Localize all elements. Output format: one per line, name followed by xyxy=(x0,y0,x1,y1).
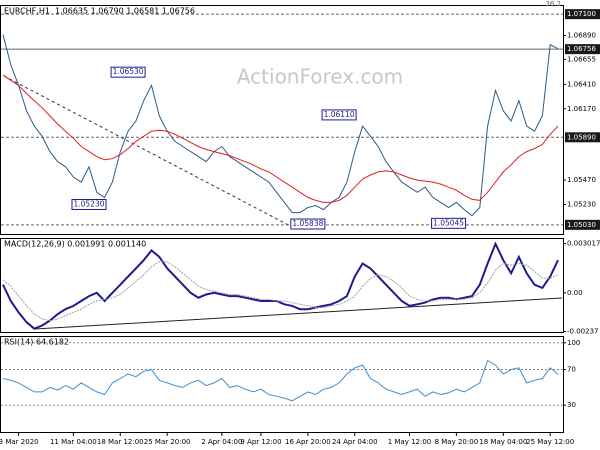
y-tick-label: 30 xyxy=(567,401,576,409)
series-line xyxy=(2,34,559,217)
x-tick-label: 11 Mar 04:00 xyxy=(50,438,97,446)
macd-trend-line xyxy=(34,297,563,330)
x-tick-label: 1 May 12:00 xyxy=(388,438,432,446)
x-tick-label: 2 Apr 04:00 xyxy=(201,438,242,446)
annotation-box xyxy=(290,218,326,230)
annotation-label: 1.05230 xyxy=(73,199,104,208)
annotation-box xyxy=(431,217,467,229)
level-label: 1.06756 xyxy=(567,45,596,53)
y-tick-label: 1.05230 xyxy=(567,200,596,208)
y-tick-label: 1.06655 xyxy=(567,55,596,63)
x-tick-label: 16 Apr 20:00 xyxy=(285,438,331,446)
level-label: 1.05890 xyxy=(567,133,596,141)
macd-title: MACD(12,26,9) 0.001991 0.001140 xyxy=(4,240,146,249)
x-tick-label: 18 May 04:00 xyxy=(479,438,527,446)
series-line xyxy=(2,261,559,322)
rsi-panel xyxy=(0,336,564,433)
y-tick-label: 70 xyxy=(567,366,576,374)
annotation-label: 1.05838 xyxy=(292,219,323,228)
y-tick-label: 100 xyxy=(567,339,580,347)
rsi-title: RSI(14) 64.6182 xyxy=(4,338,69,347)
y-tick-label: 1.06890 xyxy=(567,32,596,40)
x-tick-label: 8 May 20:00 xyxy=(435,438,479,446)
series-line xyxy=(2,74,559,203)
chart-title: EURCHF,H1 1.06635 1.06790 1.06581 1.0675… xyxy=(4,7,195,16)
corner-note: 36.2 xyxy=(545,0,561,8)
macd-panel xyxy=(0,238,564,333)
annotation-label: 1.06530 xyxy=(113,67,144,76)
annotation-box xyxy=(110,66,146,78)
y-tick-label: 0.00 xyxy=(567,289,583,297)
x-tick-label: 25 May 12:00 xyxy=(526,438,574,446)
price-panel xyxy=(0,5,564,235)
series-line xyxy=(2,359,559,402)
y-tick-label: 1.05470 xyxy=(567,176,596,184)
y-tick-label: -0.00237 xyxy=(567,328,598,336)
level-box xyxy=(565,219,600,230)
level-box xyxy=(565,44,600,55)
x-tick-label: 25 Mar 20:00 xyxy=(144,438,191,446)
series-line xyxy=(2,241,559,330)
annotation-box xyxy=(71,198,107,210)
annotation-box xyxy=(321,109,357,121)
x-tick-label: 9 Apr 12:00 xyxy=(240,438,281,446)
x-tick-label: 24 Apr 04:00 xyxy=(332,438,378,446)
level-label: 1.07100 xyxy=(567,10,596,18)
y-tick-label: 0.003017 xyxy=(567,240,600,248)
level-label: 1.05030 xyxy=(567,221,596,229)
watermark: ActionForex.com xyxy=(237,65,403,89)
annotation-label: 1.05045 xyxy=(433,218,464,227)
level-box xyxy=(565,9,600,20)
x-tick-label: 18 Mar 12:00 xyxy=(97,438,144,446)
x-tick-label: 3 Mar 2020 xyxy=(0,438,39,446)
trend-line xyxy=(3,75,297,230)
level-box xyxy=(565,132,600,143)
annotation-label: 1.06110 xyxy=(324,110,355,119)
y-tick-label: 1.06410 xyxy=(567,80,596,88)
y-tick-label: 1.06170 xyxy=(567,105,596,113)
